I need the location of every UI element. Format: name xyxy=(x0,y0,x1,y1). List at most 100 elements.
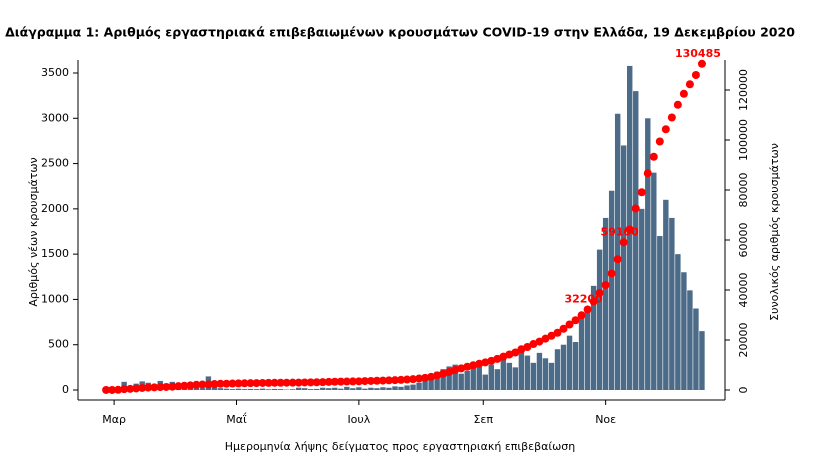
bar xyxy=(488,364,494,390)
cumulative-point xyxy=(312,378,321,387)
cumulative-point xyxy=(517,345,526,354)
bar xyxy=(542,358,549,390)
y2-tick-label: 100000 xyxy=(737,119,750,161)
cumulative-point xyxy=(673,100,682,109)
cumulative-point xyxy=(246,379,255,388)
bar xyxy=(235,388,242,390)
y2-axis-label: Συνολικός αριθμός κρουσμάτων xyxy=(768,143,781,321)
x-tick-label: Νοε xyxy=(595,413,616,426)
bar xyxy=(332,387,338,390)
bar xyxy=(500,359,507,390)
cumulative-point xyxy=(577,311,586,320)
bar xyxy=(404,385,410,390)
bar xyxy=(699,331,705,390)
y-axis-label: Αριθμός νέων κρουσμάτων xyxy=(27,157,40,306)
cumulative-point xyxy=(324,377,333,386)
y-tick-label: 1000 xyxy=(41,292,69,305)
cumulative-point xyxy=(318,378,327,387)
bar xyxy=(602,217,609,390)
cumulative-point xyxy=(264,378,273,387)
bar xyxy=(693,308,699,390)
cumulative-point xyxy=(150,383,159,392)
cumulative-point xyxy=(300,378,309,387)
cumulative-point xyxy=(511,348,520,357)
bar xyxy=(675,254,681,390)
bar xyxy=(229,389,236,390)
cumulative-point xyxy=(138,383,147,392)
bar xyxy=(308,389,314,390)
cumulative-point xyxy=(132,384,141,393)
y2-tick-label: 40000 xyxy=(737,273,750,308)
bar xyxy=(392,386,398,390)
y-tick-label: 0 xyxy=(62,383,69,396)
cumulative-point xyxy=(451,366,460,374)
cumulative-point xyxy=(210,380,219,388)
cumulative-point xyxy=(228,379,237,388)
y-tick-label: 2500 xyxy=(41,157,69,170)
bar xyxy=(199,388,206,390)
bar xyxy=(681,272,687,390)
cumulative-point xyxy=(270,378,279,387)
cumulative-point xyxy=(276,378,285,387)
bar xyxy=(590,285,597,390)
cumulative-point xyxy=(306,378,315,387)
bar xyxy=(241,389,248,390)
cumulative-point xyxy=(637,188,646,197)
cumulative-point xyxy=(643,169,652,178)
bar xyxy=(596,249,603,390)
cumulative-point xyxy=(427,372,436,381)
cumulative-point xyxy=(655,137,664,146)
cumulative-point xyxy=(505,350,514,359)
cumulative-point xyxy=(240,379,249,388)
bar xyxy=(434,371,440,390)
cumulative-point xyxy=(487,356,496,365)
cumulative-point xyxy=(108,385,117,394)
cumulative-point xyxy=(499,352,508,361)
bar xyxy=(687,290,693,390)
cumulative-point xyxy=(421,373,430,382)
bar xyxy=(289,389,296,390)
y-tick-label: 3000 xyxy=(41,111,69,124)
cumulative-point xyxy=(378,376,387,385)
cumulative-point xyxy=(342,377,351,386)
cumulative-point xyxy=(463,362,472,371)
bar xyxy=(470,367,476,390)
cumulative-point xyxy=(469,361,478,370)
bar xyxy=(380,387,386,390)
bar xyxy=(253,389,260,390)
bar xyxy=(356,387,362,390)
bar xyxy=(223,388,230,390)
bar xyxy=(458,373,464,390)
bar xyxy=(608,190,615,390)
cumulative-point xyxy=(661,125,670,134)
bar xyxy=(584,310,591,390)
bar xyxy=(657,236,663,390)
cumulative-point xyxy=(457,364,466,373)
bar xyxy=(265,389,272,390)
bar xyxy=(639,208,645,390)
cumulative-point xyxy=(679,89,688,98)
bar xyxy=(452,364,458,390)
cumulative-point xyxy=(475,359,484,368)
cumulative-point xyxy=(234,379,243,388)
cumulative-point xyxy=(433,371,442,380)
cumulative-point xyxy=(252,379,261,388)
bar xyxy=(578,313,585,390)
cumulative-point xyxy=(397,375,406,384)
cumulative-point xyxy=(366,376,375,385)
cumulative-point xyxy=(126,384,135,393)
bar xyxy=(633,91,639,390)
cumulative-point xyxy=(282,378,291,387)
cumulative-point xyxy=(559,324,568,333)
bar xyxy=(536,352,543,390)
cumulative-point xyxy=(144,383,153,392)
bar xyxy=(428,377,434,390)
cumulative-point xyxy=(156,383,165,392)
bar xyxy=(651,172,657,390)
y2-tick-label: 120000 xyxy=(737,69,750,111)
x-tick-label: Ιουλ xyxy=(347,413,370,426)
cumulative-point xyxy=(216,379,225,388)
cumulative-point xyxy=(354,377,363,386)
bar xyxy=(554,349,561,390)
bar xyxy=(338,388,344,390)
